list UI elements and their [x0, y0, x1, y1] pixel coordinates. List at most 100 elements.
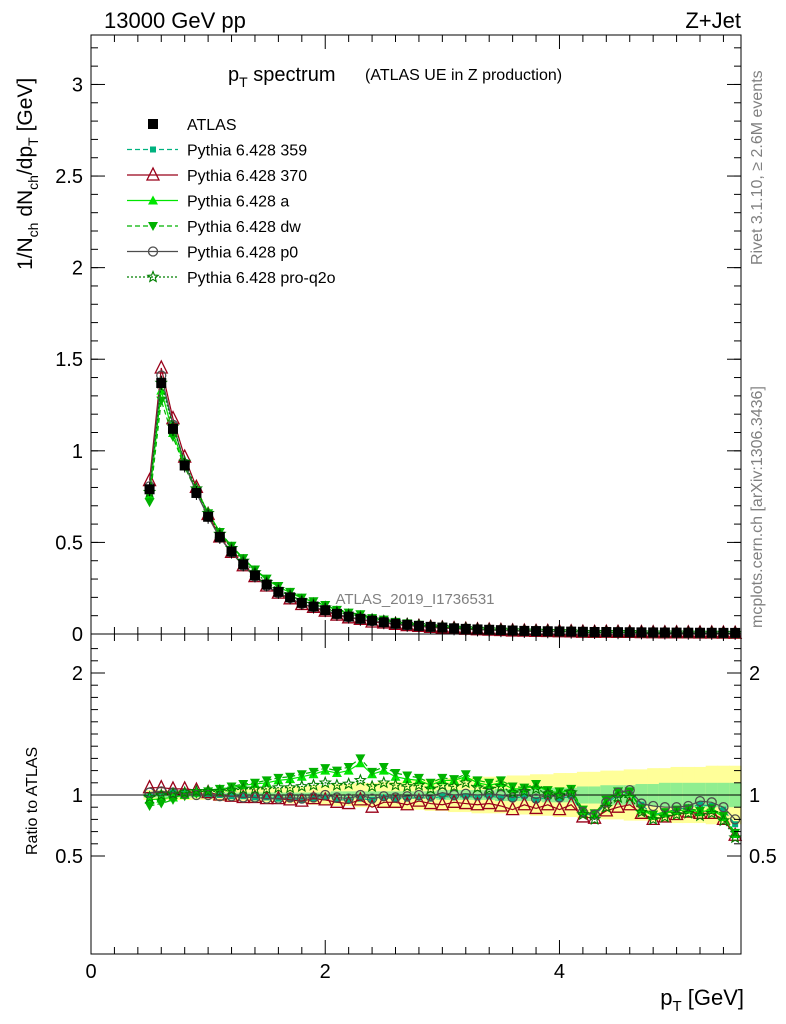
ratio-series-point-p370 [482, 795, 497, 810]
ratio-series-point-pp0 [507, 792, 518, 803]
ratio-series-point-pdw [273, 773, 284, 783]
main-y-tick-label: 0 [72, 624, 83, 646]
ratio-series-point-pp0 [191, 789, 202, 801]
ratio-series-point-pproq2o [623, 790, 637, 804]
atlas-data-point [413, 620, 424, 631]
ratio-series-point-p359 [556, 795, 563, 802]
atlas-data-point [320, 605, 331, 616]
ratio-series-point-pdw [156, 799, 167, 809]
ratio-series-point-p359 [533, 796, 540, 803]
ratio-series-point-p359 [439, 793, 446, 800]
atlas-data-point [449, 623, 460, 634]
ratio-series-point-pdw [355, 754, 366, 764]
atlas-data-point [249, 570, 260, 581]
atlas-data-point [191, 487, 202, 498]
ratio-series-point-pp0 [542, 789, 553, 801]
ratio-series-point-p359 [509, 795, 516, 802]
ratio-series-point-pdw [460, 770, 471, 780]
ratio-series-point-p370 [435, 796, 450, 811]
ratio-series-point-pproq2o [552, 787, 567, 801]
atlas-data-point [167, 423, 178, 434]
legend-label-pproq2o: Pythia 6.428 pro-q2o [187, 270, 336, 287]
ratio-series-point-pproq2o [259, 781, 274, 795]
legend-marker-p370 [145, 166, 161, 181]
header-energy: 13000 GeV pp [104, 8, 246, 33]
ratio-series-point-pdw [390, 769, 401, 779]
main-series-point-p370 [154, 359, 169, 374]
ratio-series-point-p370 [376, 793, 391, 808]
ratio-series-point-p359 [720, 806, 727, 813]
legend-label-pp0: Pythia 6.428 p0 [187, 245, 298, 262]
ratio-series-point-p370 [540, 796, 555, 811]
ratio-series-point-p359 [345, 796, 352, 803]
ratio-series-point-pp0 [448, 789, 460, 801]
ratio-series-point-pdw [261, 776, 272, 786]
ratio-series-point-pp0 [554, 792, 565, 803]
legend-label-p370: Pythia 6.428 370 [187, 168, 307, 185]
atlas-data-point [613, 627, 624, 638]
ratio-series-point-pproq2o [306, 778, 321, 791]
ratio-series-point-pp0 [273, 793, 284, 804]
ratio-series-point-pp0 [249, 792, 261, 803]
ratio-series-point-pp0 [460, 788, 471, 799]
atlas-data-point [226, 546, 237, 557]
header-process: Z+Jet [685, 8, 741, 33]
ratio-series-point-pp0 [156, 786, 167, 797]
atlas-data-point [706, 627, 717, 638]
ratio-series-point-pproq2o [599, 800, 613, 813]
atlas-data-point [425, 621, 436, 632]
atlas-data-point [261, 579, 272, 590]
atlas-data-point [589, 626, 600, 637]
ratio-series-point-pdw [402, 771, 413, 781]
ratio-series-point-pproq2o [213, 784, 227, 798]
ratio-series-point-p359 [392, 795, 399, 802]
ratio-series-point-pdw [226, 782, 237, 792]
main-series-point-pa [156, 385, 167, 395]
atlas-data-point [203, 511, 214, 522]
ratio-series-point-p370 [154, 779, 169, 794]
ratio-series-point-pdw [214, 784, 225, 794]
ratio-series-line-pdw [149, 757, 736, 834]
ratio-series-point-pp0 [530, 793, 542, 804]
ratio-series-point-pproq2o [341, 777, 356, 790]
ratio-series-point-pp0 [296, 793, 307, 804]
legend: ATLAS Pythia 6.428 359 Pythia 6.428 370 Pyt… [127, 117, 336, 287]
legend-marker-pp0 [147, 246, 159, 257]
ratio-series-point-p370 [505, 801, 520, 816]
atlas-data-point [355, 613, 366, 624]
ratio-series-point-pproq2o [716, 813, 731, 827]
ratio-series-point-pproq2o [482, 781, 496, 795]
ratio-series-point-p370 [622, 796, 637, 811]
ratio-panel: 0.5 0.5 1 1 2 2 0 2 4 Ratio to ATLAS pT [GeV] [24, 633, 777, 1015]
legend-marker-pdw [148, 222, 158, 231]
ratio-y-tick-label-right: 1 [749, 785, 760, 807]
main-y-axis-label: 1/Nch dNch/dpT [GeV] [14, 78, 41, 270]
ratio-series-point-pp0 [566, 788, 577, 799]
ratio-series-point-p359 [287, 795, 294, 802]
ratio-series-point-pproq2o [142, 790, 157, 804]
ratio-series-point-pproq2o [423, 781, 438, 795]
ratio-series-point-pproq2o [506, 785, 520, 799]
ratio-y-tick-label: 0.5 [55, 846, 83, 868]
ratio-series-point-p370 [470, 796, 485, 811]
ratio-series-point-p370 [552, 801, 567, 816]
ratio-y-tick-label: 1 [72, 785, 83, 807]
ratio-series-point-pdw [554, 787, 565, 797]
x-tick-label: 4 [554, 961, 565, 983]
ratio-series-point-pproq2o [693, 808, 707, 822]
ratio-panel-frame [90, 633, 742, 955]
x-axis-label: pT [GeV] [660, 985, 744, 1015]
ratio-series-point-pproq2o [365, 779, 379, 793]
mcplots-label: mcplots.cern.ch [arXiv:1306.3436] [749, 386, 766, 628]
ratio-series-point-pp0 [238, 792, 249, 803]
ratio-series-point-pp0 [413, 789, 425, 801]
ratio-series-point-pproq2o [178, 785, 192, 799]
main-y-tick-label: 2 [72, 258, 83, 280]
ratio-series-point-pproq2o [189, 784, 203, 798]
ratio-series-point-p359 [263, 794, 270, 801]
main-subtitle: (ATLAS UE in Z production) [365, 67, 562, 84]
ratio-series-point-pproq2o [377, 775, 391, 789]
atlas-data-point [308, 601, 319, 612]
ratio-series-point-pproq2o [435, 778, 450, 791]
ratio-series-point-pp0 [226, 791, 237, 802]
